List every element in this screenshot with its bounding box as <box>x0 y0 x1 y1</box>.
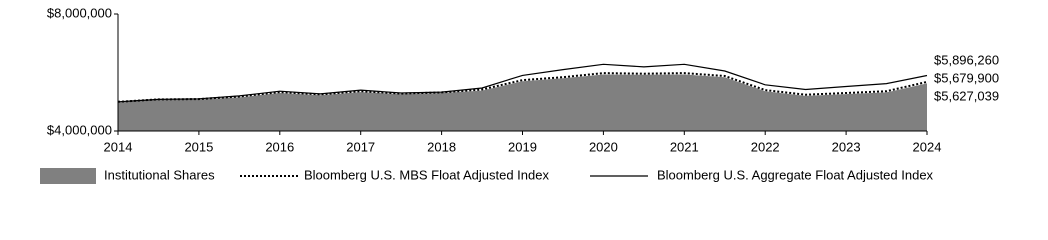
end-label: $5,679,900 <box>934 70 999 85</box>
x-tick-label: 2023 <box>832 139 861 154</box>
y-tick-label: $4,000,000 <box>47 122 112 137</box>
chart: $5,896,260 $5,679,900 $5,627,039 $4,000,000… <box>40 5 999 184</box>
x-tick-label: 2022 <box>751 139 780 154</box>
x-tick-label: 2016 <box>265 139 294 154</box>
line <box>117 63 928 103</box>
x-tick-label: 2015 <box>184 139 213 154</box>
x-tick-label: 2017 <box>346 139 375 154</box>
x-tick-label: 2020 <box>589 139 618 154</box>
legend-label: Bloomberg U.S. Aggregate Float Adjusted … <box>657 167 934 182</box>
area <box>118 74 927 131</box>
legend-swatch <box>40 168 96 184</box>
x-tick-label: 2024 <box>913 139 942 154</box>
x-tick-label: 2019 <box>508 139 537 154</box>
legend-label: Institutional Shares <box>104 167 215 182</box>
legend-label: Bloomberg U.S. MBS Float Adjusted Index <box>304 167 549 182</box>
x-tick-label: 2014 <box>104 139 133 154</box>
end-label: $5,896,260 <box>934 52 999 67</box>
x-tick-label: 2018 <box>427 139 456 154</box>
x-tick-label: 2021 <box>670 139 699 154</box>
end-label: $5,627,039 <box>934 88 999 103</box>
y-tick-label: $8,000,000 <box>47 5 112 20</box>
